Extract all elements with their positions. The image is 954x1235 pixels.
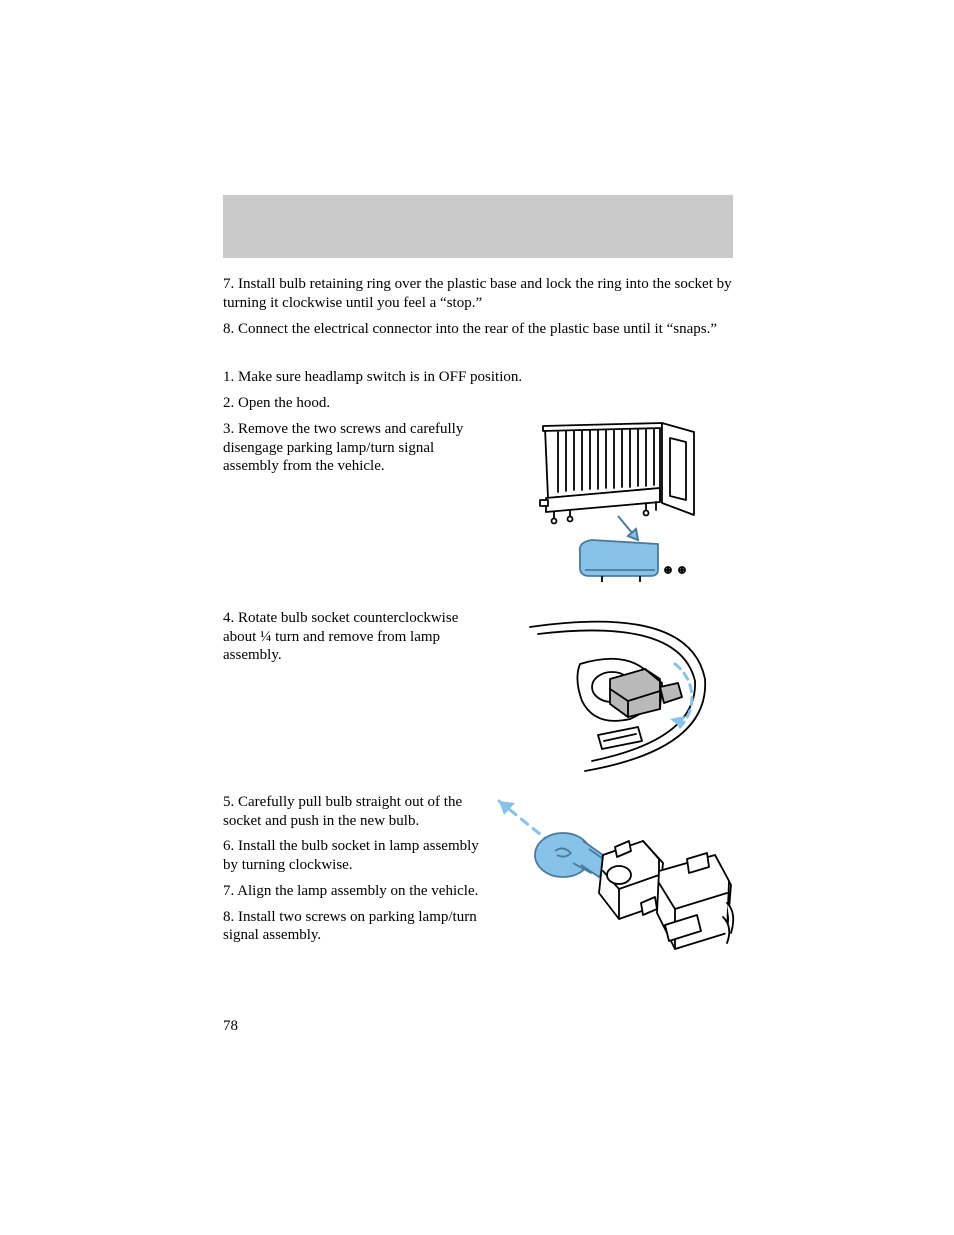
prev-step-8: 8. Connect the electrical connector into…	[223, 320, 733, 339]
prev-step-7: 7. Install bulb retaining ring over the …	[223, 275, 733, 313]
step-4-fraction: ¼	[260, 629, 271, 645]
page-number: 78	[223, 1018, 238, 1035]
figure-bulb-pull	[491, 793, 736, 978]
figure-bulb-socket-rotate	[510, 609, 715, 779]
step-1: 1. Make sure headlamp switch is in OFF p…	[223, 368, 733, 387]
page-content: 7. Install bulb retaining ring over the …	[223, 275, 733, 978]
step-8: 8. Install two screws on parking lamp/tu…	[223, 908, 481, 946]
step-3: 3. Remove the two screws and carefully d…	[223, 420, 481, 476]
step-4: 4. Rotate bulb socket counterclockwise a…	[223, 609, 481, 665]
figure-lamp-assembly	[510, 420, 715, 595]
header-bar	[223, 195, 733, 258]
step-6: 6. Install the bulb socket in lamp assem…	[223, 837, 481, 875]
step-5: 5. Carefully pull bulb straight out of t…	[223, 793, 481, 831]
step-2: 2. Open the hood.	[223, 394, 733, 413]
step-7: 7. Align the lamp assembly on the vehicl…	[223, 882, 481, 901]
